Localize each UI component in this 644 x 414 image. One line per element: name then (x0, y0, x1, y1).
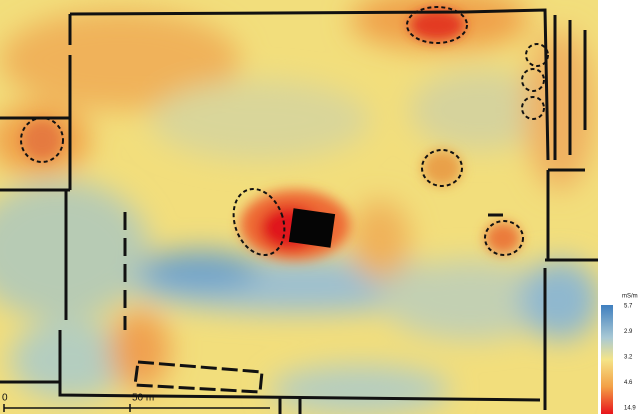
legend-label: 2.9 (624, 329, 633, 335)
scale-label: 50 m (132, 393, 154, 404)
legend-label: 14.9 (624, 406, 636, 412)
legend-label: 4.6 (624, 380, 633, 386)
page: 0 50 m mS/m 5.72.93.24.614.9 (() => { co… (0, 0, 644, 414)
structure (289, 208, 335, 248)
scale-start: 0 (2, 393, 8, 404)
legend-label: 3.2 (624, 355, 633, 361)
legend-labels: 5.7 2.9 3.2 4.6 14.9 (624, 304, 636, 412)
map-raster (0, 0, 600, 414)
legend-label: 5.7 (624, 304, 633, 310)
legend-colorbar (601, 305, 613, 414)
legend-title: mS/m (622, 294, 638, 300)
conductivity-map: 0 50 m mS/m 5.7 2.9 3.2 4.6 14.9 (0, 0, 644, 414)
